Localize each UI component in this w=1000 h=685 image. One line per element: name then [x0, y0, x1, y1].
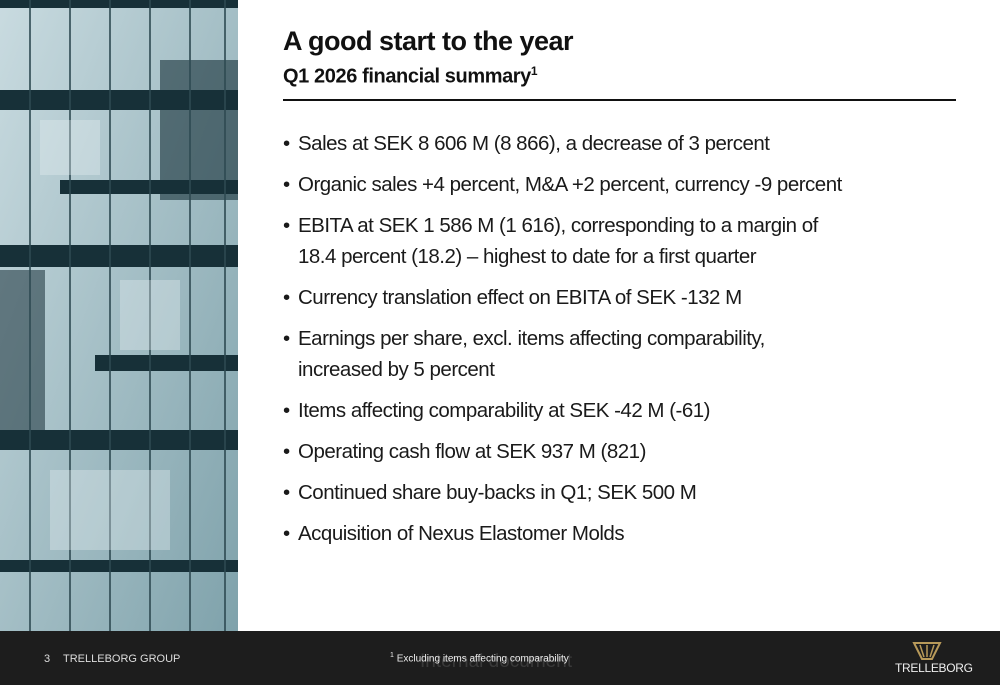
bullet: Organic sales +4 percent, M&A +2 percent… — [283, 169, 842, 200]
bullet-line: Continued share buy-backs in Q1; SEK 500… — [298, 481, 697, 504]
footnote-ref: 1 — [530, 64, 538, 78]
bullet: Earnings per share, excl. items affectin… — [283, 323, 842, 385]
bullet-line: Operating cash flow at SEK 937 M (821) — [298, 440, 646, 463]
title: A good start to the year — [283, 26, 574, 56]
watermark: Internal document — [420, 651, 573, 672]
bullet: EBITA at SEK 1 586 M (1 616), correspond… — [283, 210, 842, 272]
footer: 3 TRELLEBORG GROUP Internal document 1 E… — [0, 631, 1000, 685]
building-photo — [0, 0, 238, 631]
bullet-line: increased by 5 percent — [298, 358, 495, 381]
bullet-line: Sales at SEK 8 606 M (8 866), a decrease… — [298, 132, 770, 155]
company: TRELLEBORG GROUP — [63, 653, 181, 665]
bullet-list: Sales at SEK 8 606 M (8 866), a decrease… — [283, 128, 842, 559]
divider — [283, 99, 956, 101]
bullet-line: Earnings per share, excl. items affectin… — [298, 327, 765, 350]
subtitle-text: Q1 2026 financial summary — [283, 65, 531, 88]
logo-text: TRELLEBORG — [895, 661, 973, 675]
bullet-line: EBITA at SEK 1 586 M (1 616), correspond… — [298, 214, 818, 237]
bullet: Acquisition of Nexus Elastomer Molds — [283, 518, 842, 549]
bullet-line: 18.4 percent (18.2) – highest to date fo… — [298, 245, 757, 268]
page-number: 3 — [44, 653, 51, 665]
subtitle: Q1 2026 financial summary1 — [283, 64, 538, 89]
bullet-line: Acquisition of Nexus Elastomer Molds — [298, 522, 625, 545]
bullet: Sales at SEK 8 606 M (8 866), a decrease… — [283, 128, 842, 159]
bullet: Operating cash flow at SEK 937 M (821) — [283, 436, 842, 467]
bullet: Items affecting comparability at SEK -42… — [283, 395, 842, 426]
bullet-line: Currency translation effect on EBITA of … — [298, 286, 742, 309]
footnote: 1 Excluding items affecting comparabilit… — [390, 652, 569, 664]
bullet: Continued share buy-backs in Q1; SEK 500… — [283, 477, 842, 508]
footnote-marker: 1 — [390, 652, 394, 659]
bullet-line: Items affecting comparability at SEK -42… — [298, 399, 710, 422]
logo-icon — [912, 642, 942, 660]
footnote-text: Excluding items affecting comparability — [396, 653, 569, 665]
bullet: Currency translation effect on EBITA of … — [283, 282, 842, 313]
bullet-line: Organic sales +4 percent, M&A +2 percent… — [298, 173, 842, 196]
